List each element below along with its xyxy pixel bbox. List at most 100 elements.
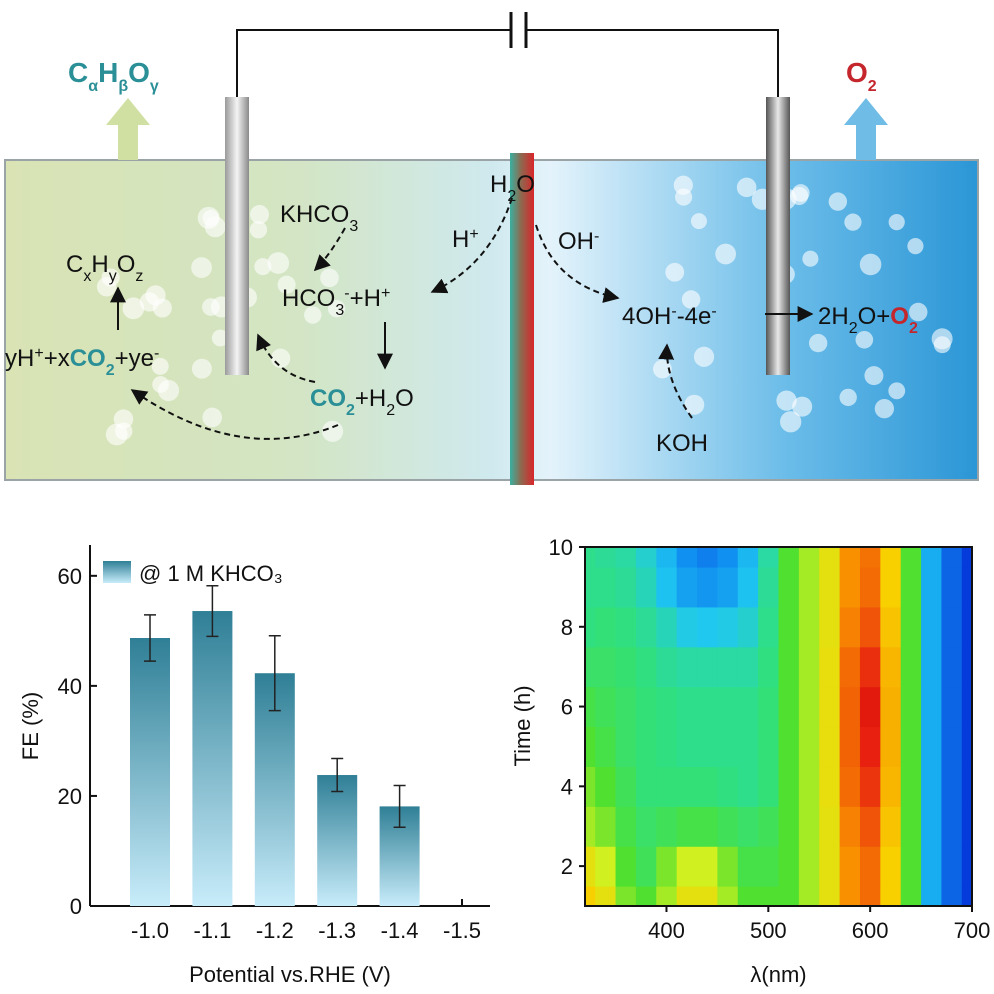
bubble [808,333,828,353]
heatmap-cell [676,846,698,887]
error-bar [393,784,406,829]
bubble [864,366,884,386]
bubble [277,275,296,294]
bubble [320,268,339,288]
label-part: + [381,285,390,302]
heatmap-cell [676,566,698,608]
bubbles [96,175,953,446]
heatmap-cell [839,886,861,906]
heatmap-cell [737,806,759,847]
heatmap-cell [585,646,596,688]
bubble [681,290,701,309]
heatmap-cell [798,886,820,906]
heatmap-cell [941,766,963,807]
heatmap-cell [900,686,922,728]
heatmap-cell [900,547,922,568]
label-part: O [117,251,136,278]
heatmap-cell [961,566,972,608]
x-tick-label: -1.4 [381,918,419,943]
heatmap-cell [635,686,657,728]
bubble [684,394,705,415]
heatmap-cell [859,806,881,847]
heatmap-cell [900,766,922,807]
y-tick-label: 4 [561,774,573,799]
heatmap-cell [635,547,657,568]
bubble [653,359,672,379]
heatmap-cell [961,806,972,847]
y-tick-label: 0 [70,894,82,919]
label-part: - [594,228,599,245]
x-tick-label: 500 [750,918,787,943]
y-axis-title: FE (%) [18,692,43,760]
label-part: +x [44,345,70,372]
heatmap-cell [758,686,780,728]
reaction-arrows [110,197,814,440]
heatmap-cell [717,686,739,728]
heatmap-cell [758,846,780,887]
bubble [211,329,229,347]
label-part: KHCO [280,201,349,228]
bubble [844,213,862,231]
y-tick-label: 60 [58,564,82,589]
label-part: 2 [909,320,918,337]
bubble [157,379,180,402]
heatmap-cell [859,566,881,608]
heatmap-cell [880,846,902,887]
heatmap-cell [758,606,780,648]
heatmap-cell [697,606,718,648]
heatmap-cell [941,686,963,728]
heatmap-cell [717,726,739,767]
heatmap-cell [921,806,943,847]
label-part: O [890,303,909,330]
heatmap-cell [798,766,820,807]
bubble [249,221,268,239]
heatmap-cell [859,686,881,728]
bubble [859,253,882,276]
heatmap-cell [656,566,678,608]
label-part: - [711,303,716,320]
heatmap-cell [880,646,902,688]
heatmap-cell [676,766,698,807]
heatmap-cell [819,646,841,688]
hydroxide-label: OH- [558,228,599,256]
contour-chart: 400 500 600 700 2 4 6 8 10 λ(nm) Time (h) [510,535,990,987]
cxhyoz-label: CxHyOz [66,251,143,285]
heatmap-cell [839,646,861,688]
koh-label: KOH [656,430,708,457]
heatmap-cell [585,547,596,568]
label-part: O [516,171,535,198]
heatmap-cell [798,606,820,648]
heatmap-cell [615,766,637,807]
heatmap-cell [839,726,861,767]
x-tick-label: -1.1 [193,918,231,943]
bubble [665,262,685,282]
x-tick-label: -1.0 [131,918,169,943]
heatmap-cell [615,686,637,728]
heatmap-cell [839,606,861,648]
label-part: -4e [677,303,712,330]
heatmap-cell [839,846,861,887]
heatmap-cell [585,886,596,906]
heatmap-cell [941,646,963,688]
label-part: y [109,268,117,285]
heatmap-cell [859,846,881,887]
bubble [776,390,797,411]
label-part: - [344,285,349,302]
heatmap-cell [595,606,617,648]
heatmap-cell [778,806,800,847]
cathode-product-label: CαHβOγ [68,57,159,95]
x-tick-label: -1.3 [318,918,356,943]
heatmap-cell [961,646,972,688]
heatmap-cell [859,606,881,648]
label-part: 2 [849,320,858,337]
x-tick-label: -1.5 [443,918,481,943]
wire [236,29,779,97]
heatmap-cell [778,726,800,767]
heatmap-cell [758,766,780,807]
oxidation-left-label: 4OH--4e- [622,303,717,331]
heatmap-cell [758,726,780,767]
dashed-arrow [430,197,513,294]
bubble [191,257,212,278]
bubble [779,411,802,433]
heatmap-cell [585,726,596,767]
